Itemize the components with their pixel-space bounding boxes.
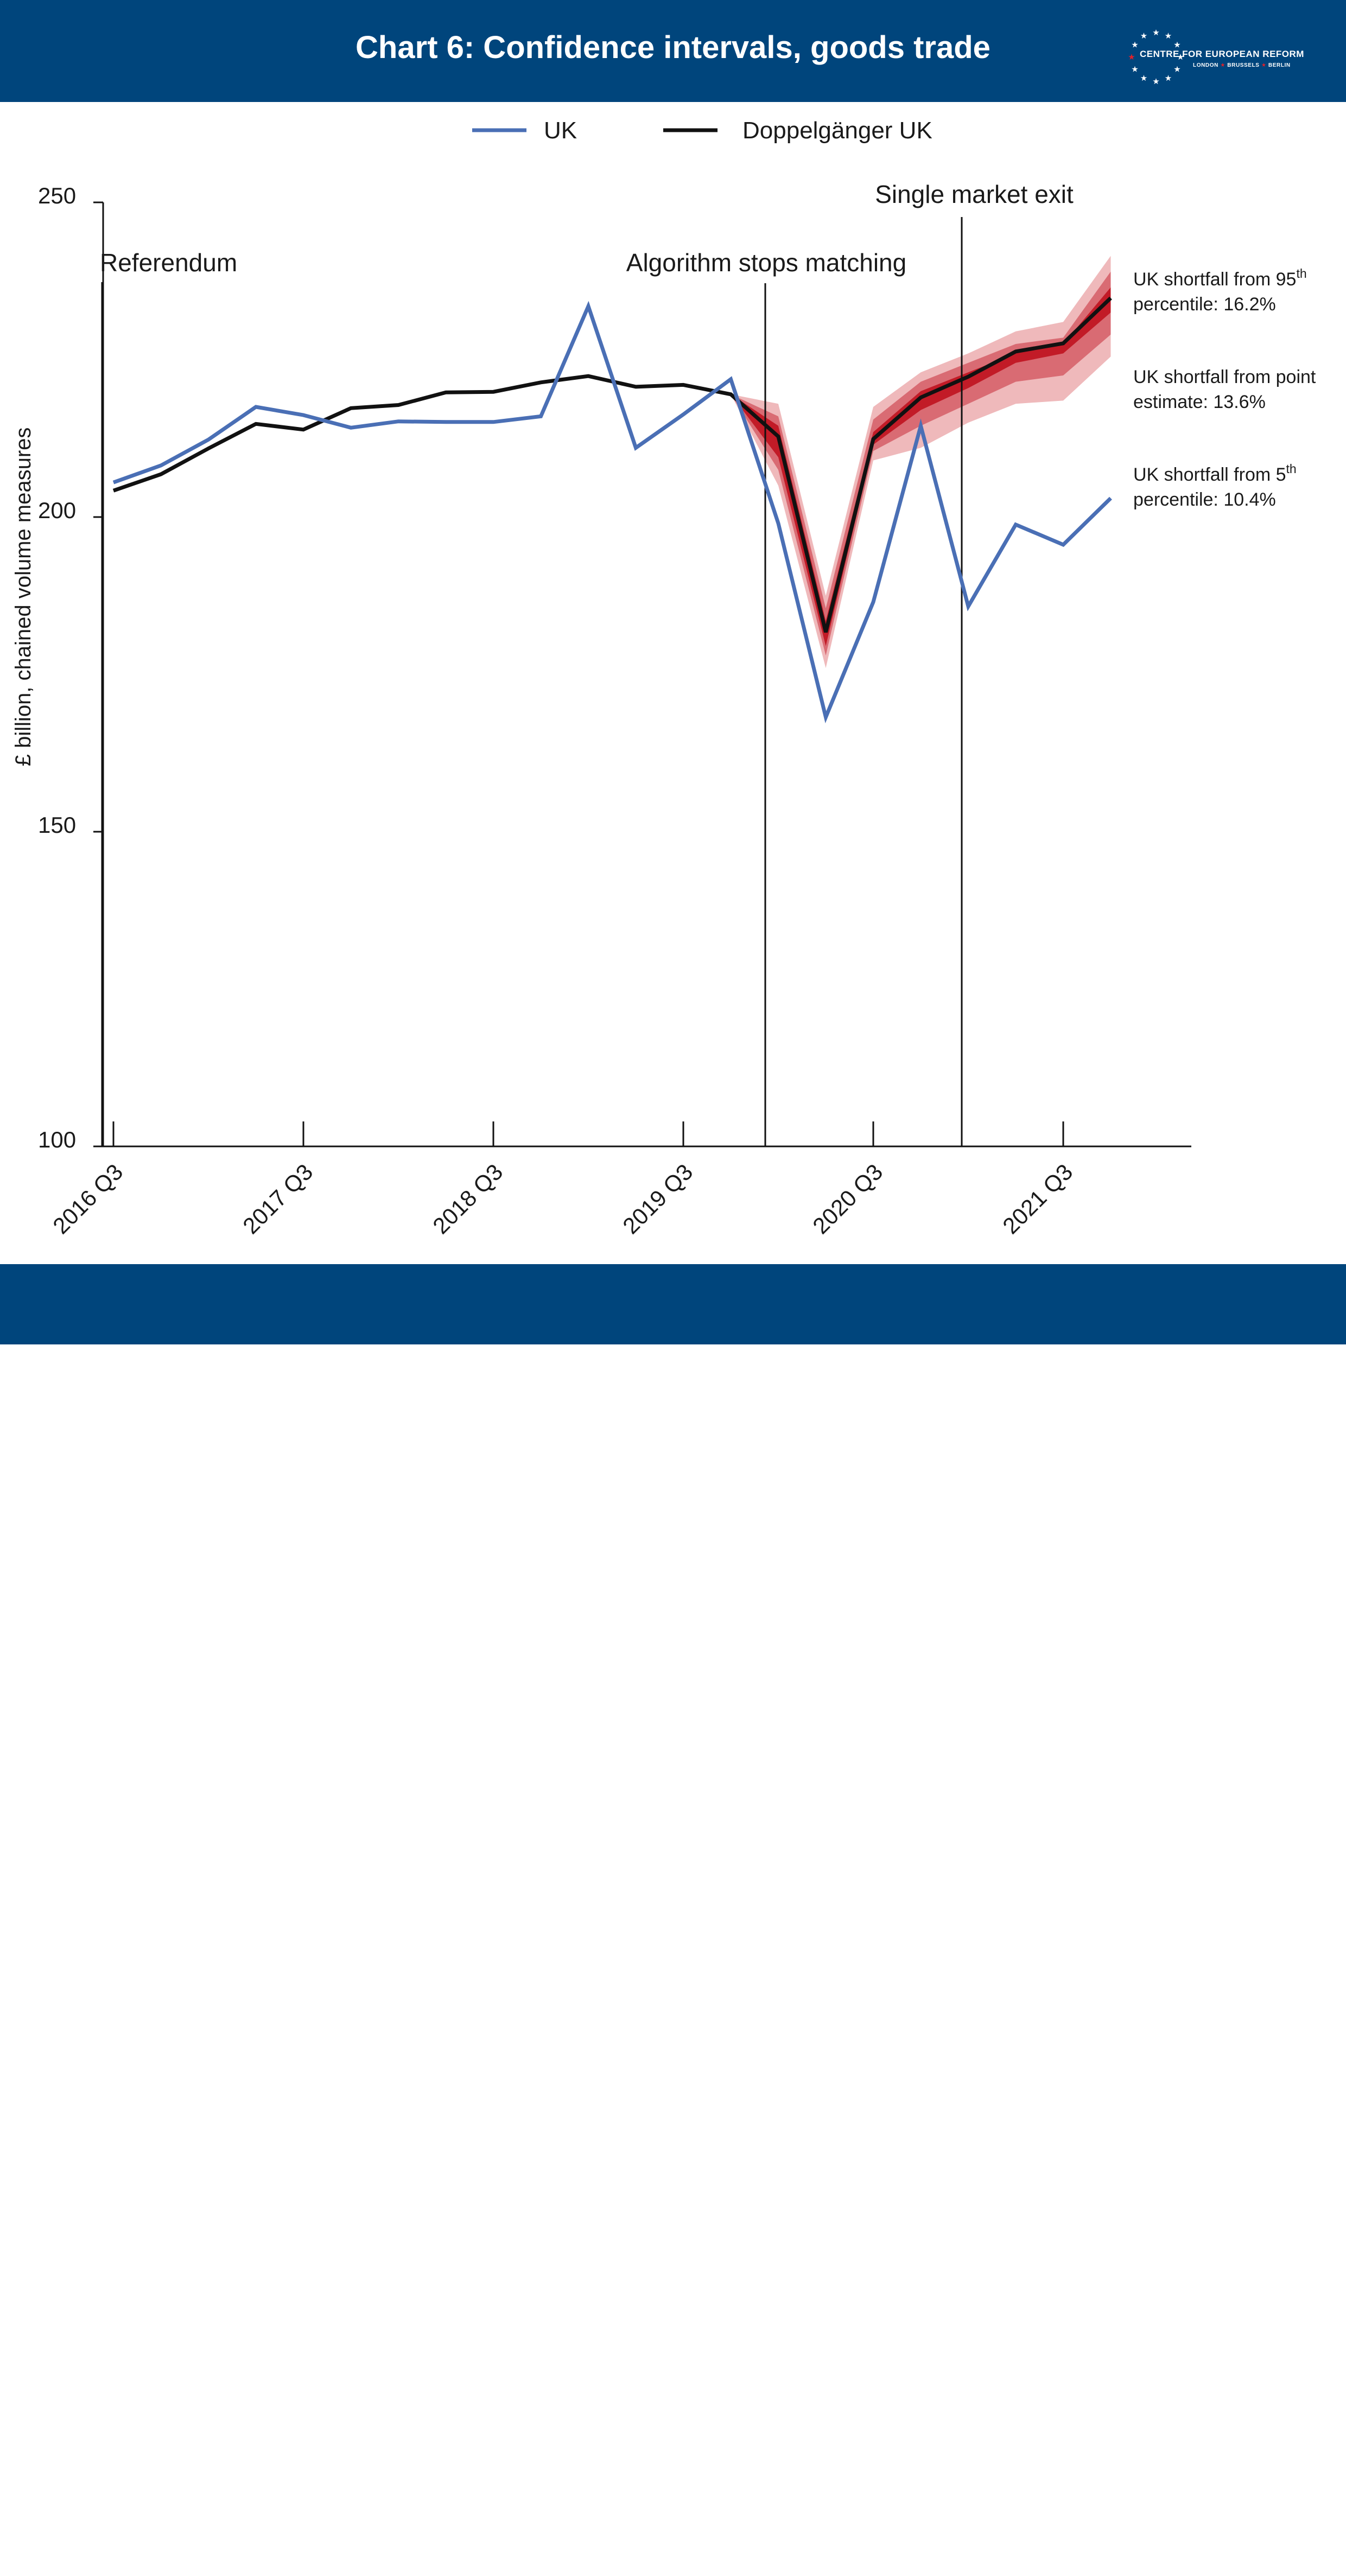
- logo-star-4: ★: [1173, 65, 1180, 74]
- y-tick-label-100: 100: [38, 1127, 76, 1152]
- logo-name: CENTRE FOR EUROPEAN REFORM: [1140, 49, 1304, 59]
- marker-label-1: Algorithm stops matching: [626, 248, 906, 277]
- annotation-2-line1: UK shortfall from 5th: [1133, 462, 1297, 485]
- annotations: UK shortfall from 95th percentile: 16.2% U…: [1133, 266, 1316, 510]
- logo-star-11: ★: [1140, 31, 1147, 41]
- annotation-1-line2: estimate: 13.6%: [1133, 392, 1266, 412]
- x-tick-label-2020-Q3: 2020 Q3: [808, 1159, 887, 1239]
- series-line-uk: [112, 301, 1112, 724]
- logo-star-2: ★: [1173, 41, 1180, 50]
- logo-star-1: ★: [1165, 31, 1172, 41]
- header-bar: Chart 6: Confidence intervals, goods tra…: [0, 0, 1346, 102]
- footer-bar: Source: CER analysis of UK Office of Nat…: [0, 1264, 1346, 2574]
- y-tick-label-250: 250: [38, 183, 76, 208]
- legend-uk-label: UK: [544, 117, 577, 144]
- annotation-0-line2: percentile: 16.2%: [1133, 294, 1276, 315]
- x-tick-label-2018-Q3: 2018 Q3: [428, 1159, 507, 1239]
- legend-doppelganger-label: Doppelgänger UK: [742, 117, 932, 144]
- y-axis-label: £ billion, chained volume measures: [11, 428, 35, 767]
- chart-title: Chart 6: Confidence intervals, goods tra…: [355, 30, 991, 65]
- logo-star-8: ★: [1131, 65, 1138, 74]
- x-tick-label-2019-Q3: 2019 Q3: [618, 1159, 697, 1239]
- annotation-2-line2: percentile: 10.4%: [1133, 489, 1276, 510]
- vertical-markers: Referendum Algorithm stops matching Single…: [100, 180, 1074, 1146]
- x-tick-label-2016-Q3: 2016 Q3: [48, 1159, 128, 1239]
- annotation-0-line1: UK shortfall from 95th: [1133, 266, 1307, 290]
- logo-star-5: ★: [1165, 74, 1172, 83]
- y-tick-label-150: 150: [38, 812, 76, 838]
- annotation-1-line1: UK shortfall from point: [1133, 367, 1316, 387]
- logo-star-7: ★: [1140, 74, 1147, 83]
- logo-star-10: ★: [1131, 41, 1138, 50]
- marker-label-2: Single market exit: [875, 180, 1074, 208]
- logo-city-berlin: BERLIN: [1268, 62, 1291, 68]
- logo-cities: LONDON ★ BRUSSELS ★ BERLIN: [1193, 62, 1291, 68]
- logo-city-brussels: BRUSSELS: [1227, 62, 1260, 68]
- confidence-bands: [731, 256, 1111, 668]
- marker-label-0: Referendum: [100, 248, 237, 277]
- logo-stars-icon: ★ ★★★★★★★★★★★: [1128, 28, 1184, 86]
- source-note: Source: CER analysis of UK Office of Nat…: [34, 2552, 666, 2574]
- logo-star-0: ★: [1152, 28, 1159, 37]
- annotation-2-superscript: th: [1286, 462, 1297, 476]
- logo-star-3: ★: [1177, 53, 1184, 62]
- logo-star-9: ★: [1128, 53, 1135, 62]
- x-tick-label-2017-Q3: 2017 Q3: [238, 1159, 318, 1239]
- x-tick-label-2021-Q3: 2021 Q3: [998, 1159, 1077, 1239]
- chart-area: UK Doppelgänger UK £ billion, chained vo…: [11, 117, 1316, 1239]
- legend: UK Doppelgänger UK: [472, 117, 932, 144]
- annotation-0-superscript: th: [1296, 266, 1306, 280]
- logo-city-london: LONDON: [1193, 62, 1218, 68]
- y-tick-label-200: 200: [38, 498, 76, 523]
- series-lines: [112, 296, 1112, 724]
- logo-star-6: ★: [1152, 77, 1159, 86]
- band-mid: [731, 271, 1111, 656]
